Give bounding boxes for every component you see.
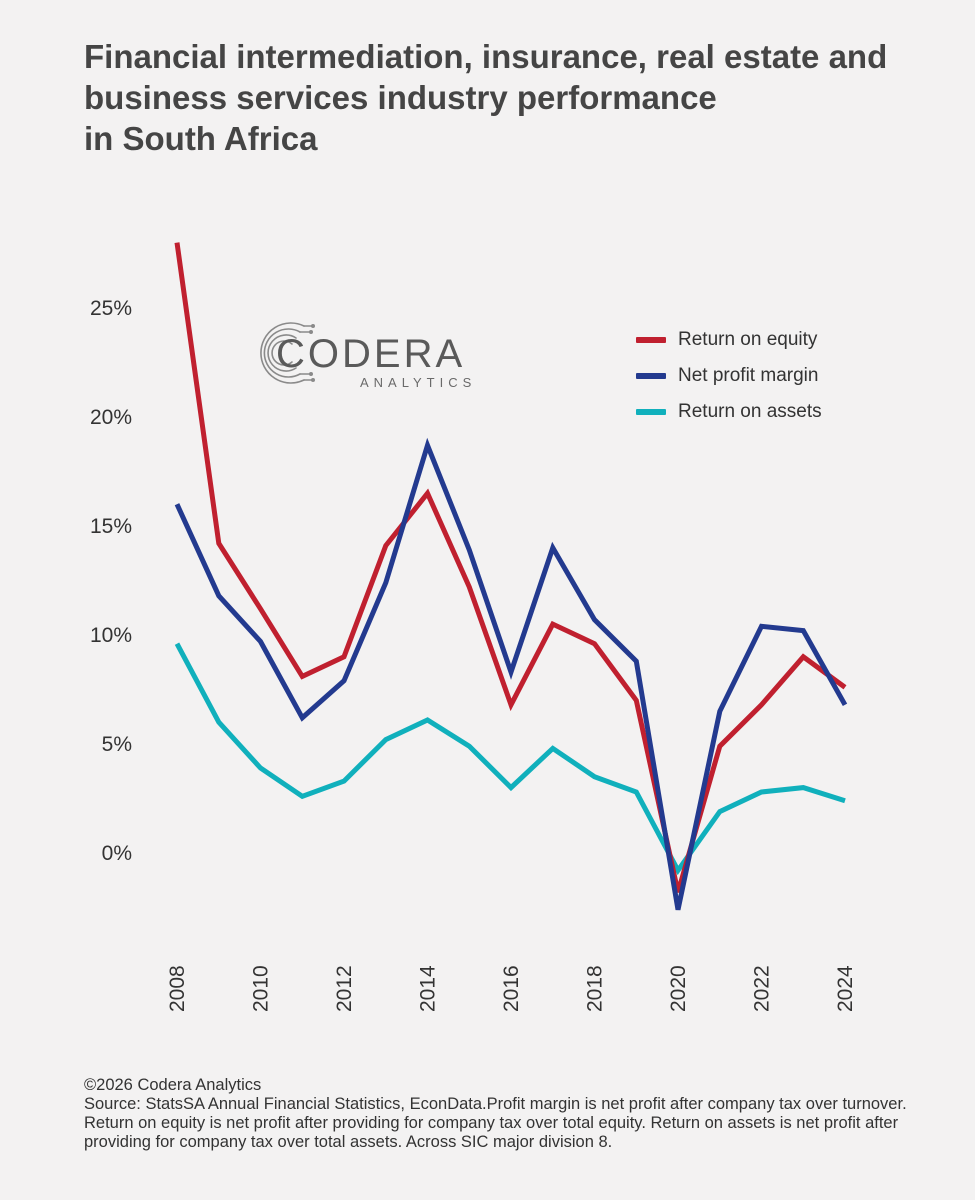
x-tick-label: 2010: [250, 965, 273, 1012]
legend-label: Net profit margin: [678, 365, 819, 386]
y-tick-label: 25%: [90, 297, 132, 320]
y-tick-label: 10%: [90, 624, 132, 647]
legend-item-return-on-assets: Return on assets: [636, 394, 822, 430]
chart-title: Financial intermediation, insurance, rea…: [84, 36, 954, 159]
legend: Return on equity Net profit margin Retur…: [636, 322, 822, 430]
legend-swatch: [636, 373, 666, 379]
circuit-c-icon: [260, 322, 315, 384]
logo-wordmark: CODERA: [276, 332, 466, 376]
legend-swatch: [636, 409, 666, 415]
series-line-return-on-equity: [174, 242, 847, 893]
copyright-text: ©2026 Codera Analytics: [84, 1076, 262, 1094]
y-tick-label: 15%: [90, 515, 132, 538]
legend-item-return-on-equity: Return on equity: [636, 322, 822, 358]
x-tick-label: 2014: [417, 965, 440, 1012]
x-tick-label: 2022: [751, 965, 774, 1012]
y-tick-label: 20%: [90, 406, 132, 429]
x-tick-label: 2016: [500, 965, 523, 1012]
y-tick-label: 0%: [102, 842, 132, 865]
title-line-1: Financial intermediation, insurance, rea…: [84, 38, 888, 75]
title-line-3: in South Africa: [84, 120, 318, 157]
x-tick-label: 2008: [166, 965, 189, 1012]
y-axis: 0% 5% 10% 15% 20% 25%: [90, 297, 132, 865]
legend-label: Return on equity: [678, 329, 818, 350]
line-chart: 0% 5% 10% 15% 20% 25% 2008 2010 2012 2014 2016 201…: [90, 242, 857, 1012]
x-tick-label: 2018: [584, 965, 607, 1012]
series-line-net-profit-margin: [174, 437, 848, 911]
series-group: [174, 242, 848, 911]
x-tick-label: 2012: [333, 965, 356, 1012]
x-tick-label: 2020: [667, 965, 690, 1012]
legend-swatch: [636, 337, 666, 343]
series-line-return-on-assets: [174, 642, 846, 876]
logo-subtitle: ANALYTICS: [360, 375, 477, 390]
y-tick-label: 5%: [102, 733, 132, 756]
footer: ©2026 Codera Analytics Source: StatsSA A…: [84, 1076, 934, 1152]
codera-logo: CODERA ANALYTICS: [256, 318, 486, 398]
legend-label: Return on assets: [678, 401, 822, 422]
source-text: Source: StatsSA Annual Financial Statist…: [84, 1095, 907, 1151]
title-line-2: business services industry performance: [84, 79, 717, 116]
x-axis: 2008 2010 2012 2014 2016 2018 2020 2022 2024: [166, 965, 857, 1012]
legend-item-net-profit-margin: Net profit margin: [636, 358, 822, 394]
x-tick-label: 2024: [834, 965, 857, 1012]
